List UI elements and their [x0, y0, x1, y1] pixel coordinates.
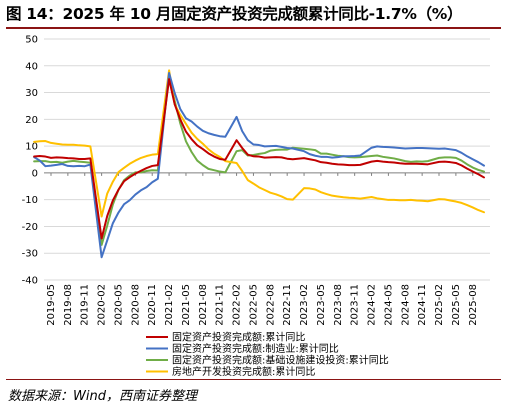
series-line-2: [33, 73, 485, 246]
x-tick-label: 2021-11: [215, 284, 226, 326]
legend-label: 房地产开发投资完成额:累计同比: [172, 365, 315, 378]
x-tick-label: 2023-11: [350, 284, 361, 326]
x-tick-label: 2024-02: [367, 284, 378, 326]
x-tick-label: 2020-02: [97, 284, 108, 326]
legend: 固定资产投资完成额:累计同比固定资产投资完成额:制造业:累计同比固定资产投资完成…: [146, 331, 389, 378]
x-tick-label: 2024-05: [383, 284, 394, 326]
y-tick-label: 40: [25, 61, 38, 72]
x-tick-label: 2022-11: [282, 284, 293, 326]
series-line-0: [33, 78, 485, 240]
series-lines: [33, 69, 485, 259]
y-tick-label: 10: [25, 142, 38, 153]
title-rule: [6, 27, 501, 29]
x-tick-label: 2021-08: [198, 284, 209, 326]
series-line-1: [33, 72, 485, 259]
x-tick-label: 2022-05: [248, 284, 259, 326]
x-tick-label: 2024-11: [417, 284, 428, 326]
x-tick-label: 2021-02: [164, 284, 175, 326]
x-tick-label: 2025-05: [451, 284, 462, 326]
y-tick-label: 50: [25, 35, 38, 46]
x-tick-label: 2024-08: [400, 284, 411, 326]
x-tick-label: 2025-02: [434, 284, 445, 326]
y-gridlines: [44, 38, 490, 281]
x-tick-label: 2020-05: [113, 284, 124, 326]
x-tick-label: 2022-08: [265, 284, 276, 326]
y-tick-label: 30: [25, 88, 38, 99]
y-tick-label: -20: [22, 222, 38, 233]
x-tick-label: 2019-11: [80, 284, 91, 326]
y-tick-label: -10: [22, 195, 38, 206]
x-tick-label: 2020-11: [147, 284, 158, 326]
source-note: 数据来源：Wind，西南证券整理: [8, 389, 197, 404]
x-tick-label: 2019-08: [63, 284, 74, 326]
y-tick-label: -30: [22, 249, 38, 260]
x-axis: 2019-05 2019-08 2019-11 2020-02 2020-05 2020-…: [46, 172, 479, 326]
x-tick-label: 2019-05: [46, 284, 57, 326]
x-tick-label: 2025-08: [468, 284, 479, 326]
x-tick-label: 2021-05: [181, 284, 192, 326]
x-tick-label: 2023-02: [299, 284, 310, 326]
x-tick-label: 2023-08: [333, 284, 344, 326]
y-tick-label: 0: [32, 168, 38, 179]
legend-label: 固定资产投资完成额:制造业:累计同比: [172, 342, 339, 355]
x-tick-label: 2020-08: [130, 284, 141, 326]
legend-label: 固定资产投资完成额:基础设施建设投资:累计同比: [172, 354, 389, 367]
x-tick-label: 2022-02: [232, 284, 243, 326]
y-axis: 50 40 30 20 10 0 -10 -20 -30 -40: [22, 35, 38, 287]
chart-title: 图 14：2025 年 10 月固定资产投资完成额累计同比-1.7%（%）: [6, 5, 463, 23]
x-tick-label: 2023-05: [316, 284, 327, 326]
y-tick-label: 20: [25, 115, 38, 126]
series-line-3: [33, 69, 485, 218]
y-tick-label: -40: [22, 276, 38, 287]
legend-label: 固定资产投资完成额:累计同比: [172, 331, 305, 344]
footer-rule: [6, 379, 501, 380]
